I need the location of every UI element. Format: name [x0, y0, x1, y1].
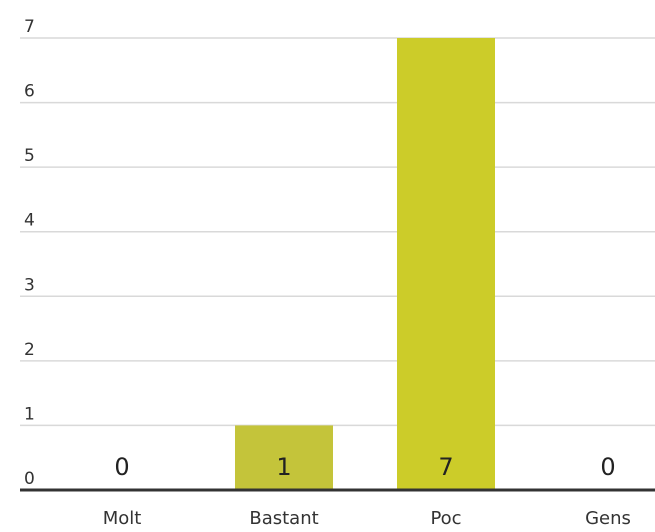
y-tick-label: 2 — [24, 340, 35, 360]
data-label-poc: 7 — [438, 453, 453, 481]
y-tick-label: 3 — [24, 275, 35, 295]
bar-poc — [397, 38, 495, 490]
y-tick-label: 4 — [24, 211, 35, 231]
data-label-molt: 0 — [114, 453, 129, 481]
data-label-bastant: 1 — [276, 453, 291, 481]
data-label-gens: 0 — [600, 453, 615, 481]
x-tick-label-gens: Gens — [585, 508, 631, 529]
data-labels: 0 1 7 0 — [114, 453, 615, 481]
x-tick-label-molt: Molt — [103, 508, 142, 529]
x-axis-ticks: Molt Bastant Poc Gens — [103, 508, 631, 529]
y-axis-ticks: 0 1 2 3 4 5 6 7 — [24, 17, 35, 489]
y-tick-label: 6 — [24, 82, 35, 102]
y-tick-label: 1 — [24, 404, 35, 424]
bars — [235, 38, 495, 490]
x-tick-label-bastant: Bastant — [249, 508, 318, 529]
y-tick-label: 5 — [24, 146, 35, 166]
y-tick-label: 0 — [24, 469, 35, 489]
gridlines — [20, 38, 655, 425]
y-tick-label: 7 — [24, 17, 35, 37]
x-tick-label-poc: Poc — [430, 508, 461, 529]
